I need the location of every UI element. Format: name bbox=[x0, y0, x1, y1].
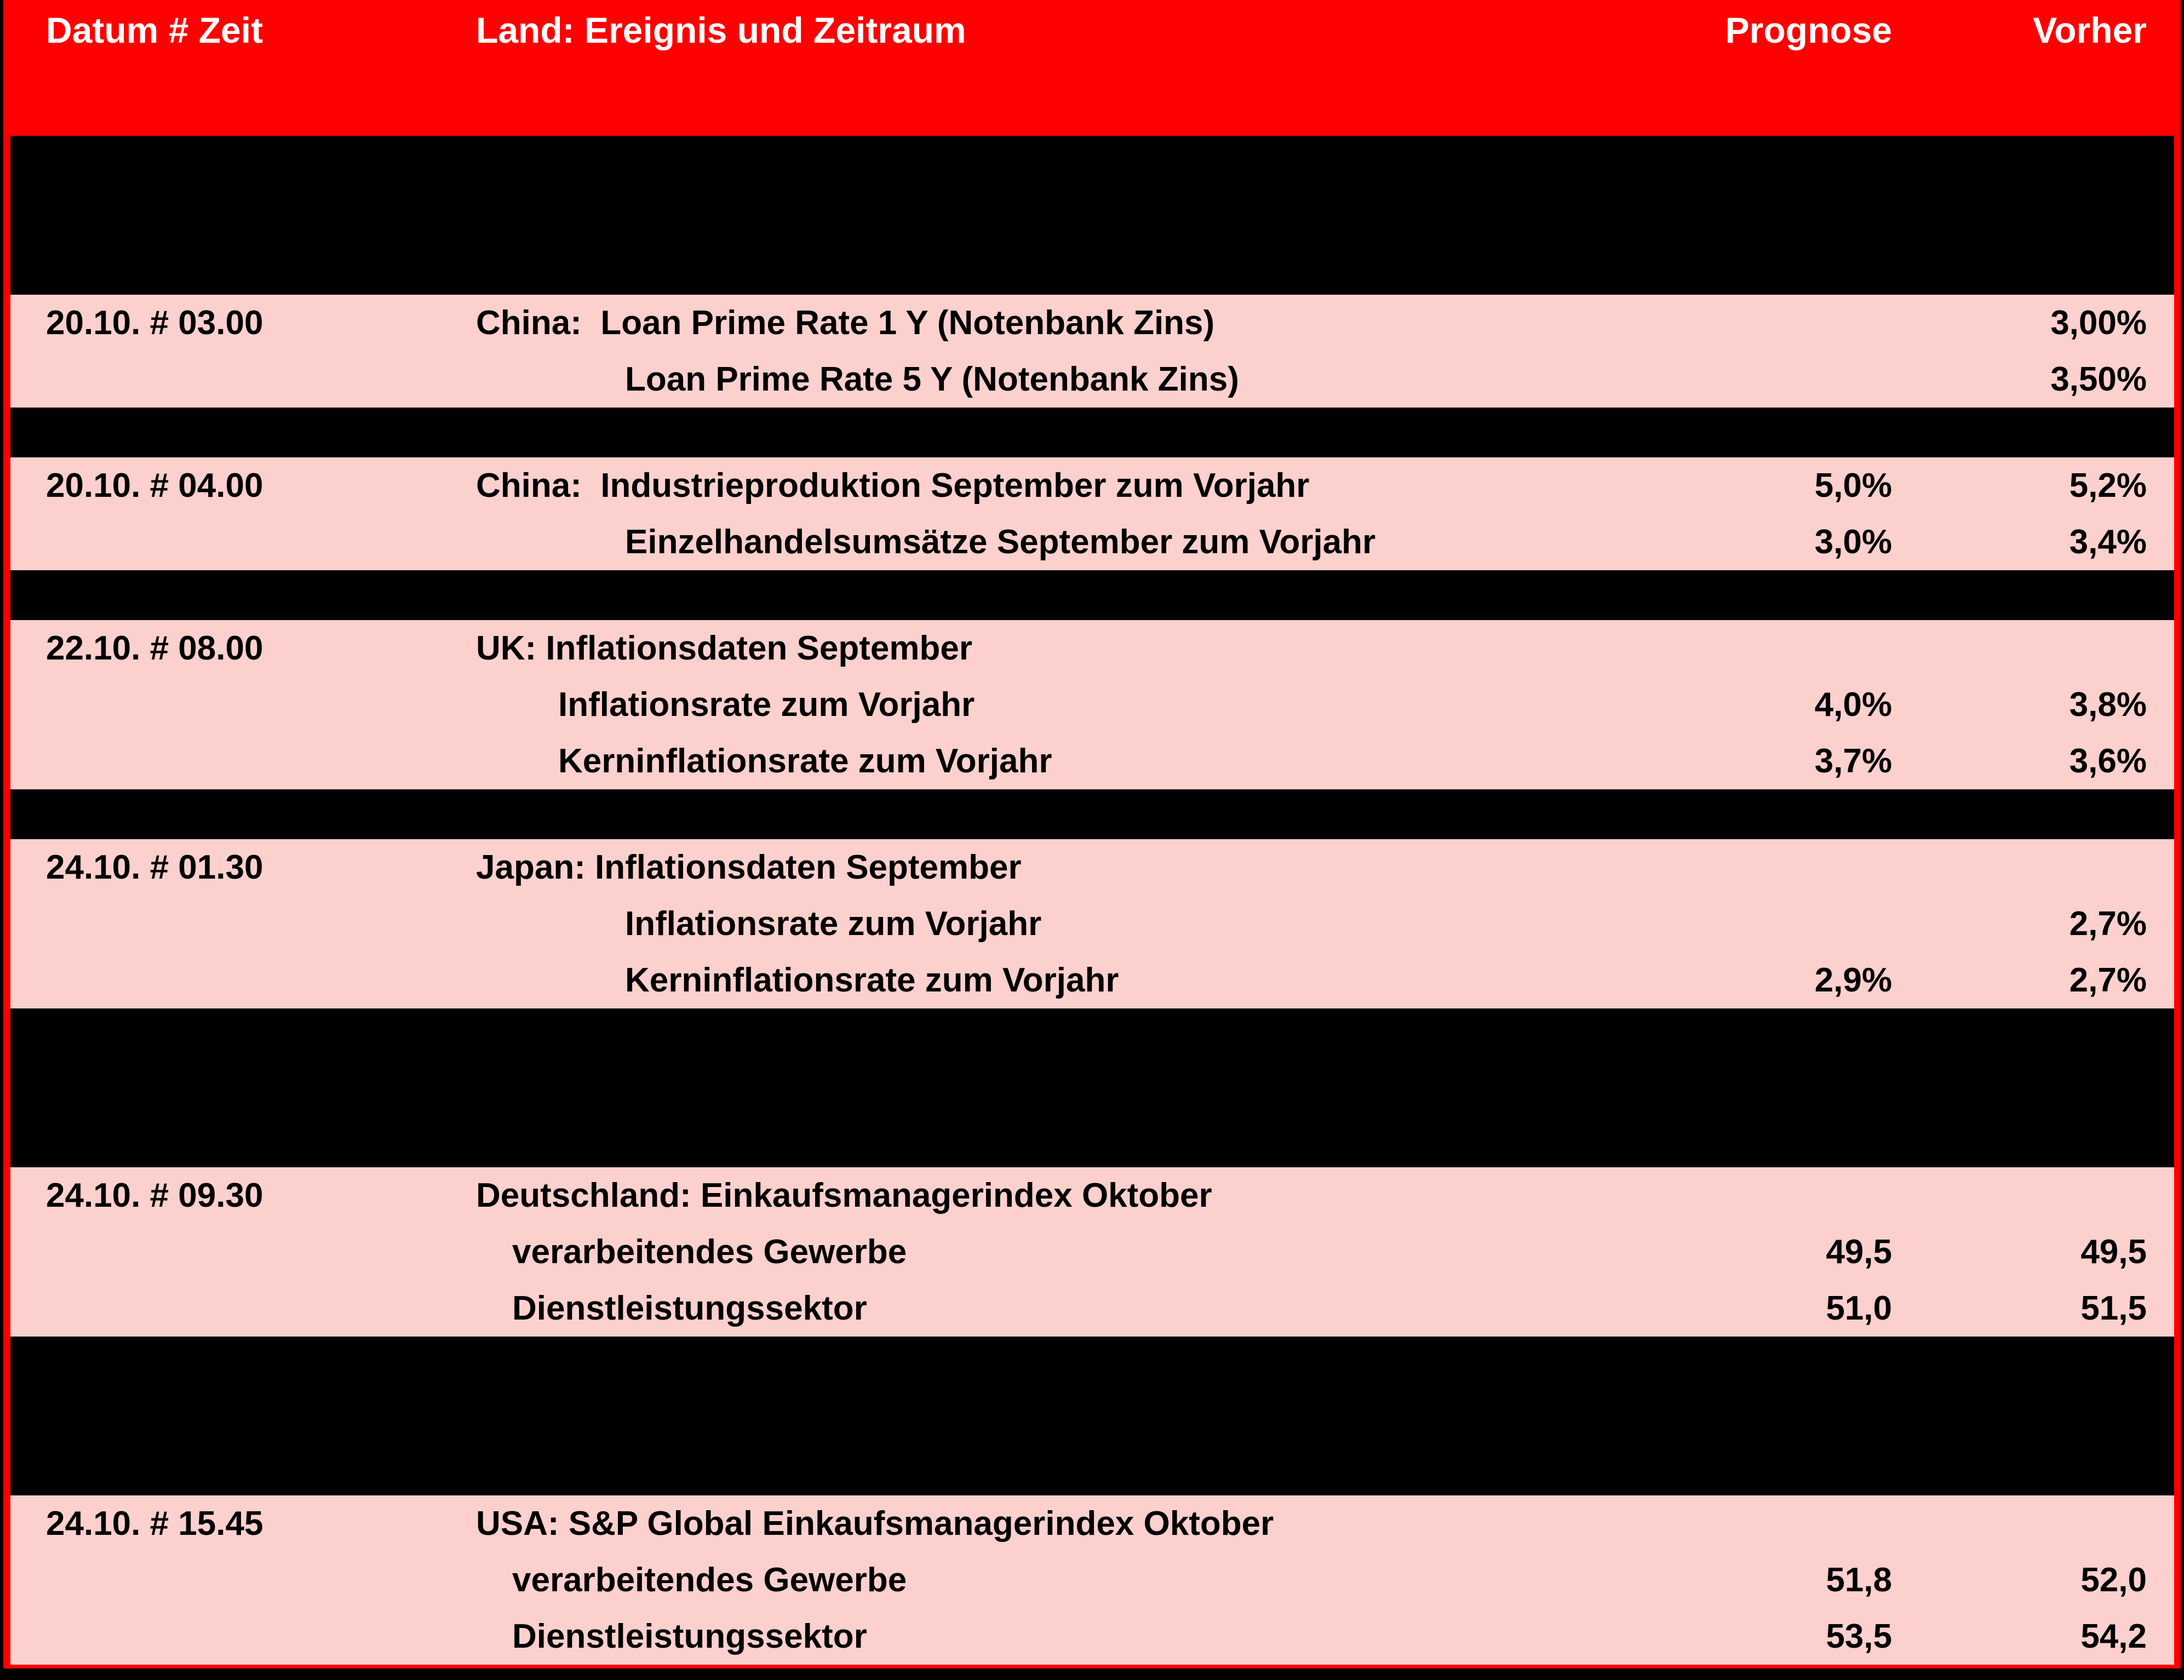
vorher-value: 54,2 bbox=[2080, 1618, 2147, 1655]
event-text: Inflationsrate zum Vorjahr bbox=[558, 686, 975, 724]
vorher-value bbox=[1917, 839, 2174, 896]
event-text: Deutschland: Einkaufsmanagerindex Oktobe… bbox=[476, 1177, 1212, 1214]
vorher-value: 2,7% bbox=[2069, 961, 2147, 999]
prognose-value bbox=[1621, 295, 1917, 351]
event-text: UK: Inflationsdaten September bbox=[476, 629, 972, 667]
event-row: 22.10. # 08.00 UK: Inflationsdaten Septem… bbox=[10, 620, 2174, 789]
header-col-datum-zeit: Datum # Zeit bbox=[46, 10, 263, 50]
event-date: 20.10. # 04.00 bbox=[46, 467, 263, 504]
event-text: China: Loan Prime Rate 1 Y (Notenbank Zi… bbox=[476, 304, 1215, 342]
event-date: 24.10. # 01.30 bbox=[46, 848, 263, 886]
prognose-value bbox=[1621, 1495, 1917, 1552]
vorher-value: 3,6% bbox=[2069, 742, 2147, 780]
table-header: Datum # Zeit Land: Ereignis und Zeitraum… bbox=[10, 0, 2174, 136]
event-text: Inflationsrate zum Vorjahr bbox=[625, 905, 1042, 943]
event-text: Dienstleistungssektor bbox=[512, 1289, 867, 1327]
event-text: Japan: Inflationsdaten September bbox=[476, 848, 1022, 886]
header-col-ereignis: Land: Ereignis und Zeitraum bbox=[476, 10, 966, 50]
table-body: 20.10. # 03.00 China: Loan Prime Rate 1 Y… bbox=[10, 136, 2174, 1665]
event-text: Loan Prime Rate 5 Y (Notenbank Zins) bbox=[625, 360, 1239, 398]
event-text: USA: S&P Global Einkaufsmanagerindex Okt… bbox=[476, 1505, 1274, 1543]
separator-band bbox=[10, 1337, 2174, 1495]
event-row: 24.10. # 01.30 Japan: Inflationsdaten Sep… bbox=[10, 839, 2174, 1008]
event-text: Einzelhandelsumsätze September zum Vorja… bbox=[625, 523, 1376, 561]
separator-band bbox=[10, 408, 2174, 457]
event-date: 24.10. # 09.30 bbox=[46, 1177, 263, 1214]
prognose-value: 49,5 bbox=[1826, 1233, 1892, 1271]
prognose-value bbox=[1621, 620, 1917, 676]
event-text: Dienstleistungssektor bbox=[512, 1618, 867, 1655]
event-text: verarbeitendes Gewerbe bbox=[512, 1561, 907, 1599]
vorher-value: 3,50% bbox=[2050, 360, 2147, 398]
event-text: Kerninflationsrate zum Vorjahr bbox=[558, 742, 1052, 780]
vorher-value: 5,2% bbox=[2069, 467, 2147, 504]
prognose-value: 3,7% bbox=[1814, 742, 1892, 780]
separator-band bbox=[10, 1008, 2174, 1167]
event-text: verarbeitendes Gewerbe bbox=[512, 1233, 907, 1271]
prognose-value bbox=[1621, 1167, 1917, 1224]
vorher-value: 49,5 bbox=[2080, 1233, 2147, 1271]
prognose-value bbox=[1621, 839, 1917, 896]
vorher-value: 3,00% bbox=[2050, 304, 2147, 342]
event-row: 24.10. # 09.30 Deutschland: Einkaufsmanag… bbox=[10, 1167, 2174, 1337]
vorher-value: 51,5 bbox=[2080, 1289, 2147, 1327]
prognose-value: 51,8 bbox=[1826, 1561, 1892, 1599]
prognose-value: 53,5 bbox=[1826, 1618, 1892, 1655]
header-col-vorher: Vorher bbox=[2033, 10, 2147, 50]
event-date: 22.10. # 08.00 bbox=[46, 629, 263, 667]
prognose-value: 5,0% bbox=[1814, 467, 1892, 504]
separator-band bbox=[10, 136, 2174, 295]
vorher-value bbox=[1917, 1167, 2174, 1224]
vorher-value: 3,8% bbox=[2069, 686, 2147, 724]
separator-band bbox=[10, 570, 2174, 620]
vorher-value bbox=[1917, 620, 2174, 676]
event-text: China: Industrieproduktion September zum… bbox=[476, 467, 1310, 504]
event-text: Kerninflationsrate zum Vorjahr bbox=[625, 961, 1119, 999]
vorher-value bbox=[1917, 1495, 2174, 1552]
prognose-value bbox=[1621, 896, 1917, 952]
vorher-value: 2,7% bbox=[2069, 905, 2147, 943]
event-row: 20.10. # 04.00 China: Industrieproduktion… bbox=[10, 457, 2174, 570]
event-date: 20.10. # 03.00 bbox=[46, 304, 263, 342]
prognose-value: 3,0% bbox=[1814, 523, 1892, 561]
vorher-value: 3,4% bbox=[2069, 523, 2147, 561]
event-date: 24.10. # 15.45 bbox=[46, 1505, 263, 1543]
event-row: 24.10. # 15.45 USA: S&P Global Einkaufsma… bbox=[10, 1495, 2174, 1665]
economic-calendar-table: Datum # Zeit Land: Ereignis und Zeitraum… bbox=[3, 0, 2181, 1668]
header-col-prognose: Prognose bbox=[1725, 10, 1892, 50]
prognose-value: 2,9% bbox=[1814, 961, 1892, 999]
vorher-value: 52,0 bbox=[2080, 1561, 2147, 1599]
prognose-value: 51,0 bbox=[1826, 1289, 1892, 1327]
event-row: 20.10. # 03.00 China: Loan Prime Rate 1 Y… bbox=[10, 295, 2174, 408]
separator-band bbox=[10, 789, 2174, 839]
prognose-value bbox=[1621, 351, 1917, 408]
prognose-value: 4,0% bbox=[1814, 686, 1892, 724]
